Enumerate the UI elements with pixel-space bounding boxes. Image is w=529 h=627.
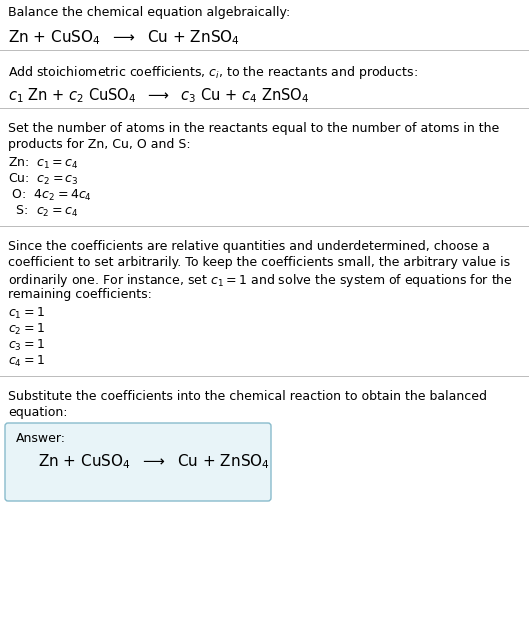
Text: coefficient to set arbitrarily. To keep the coefficients small, the arbitrary va: coefficient to set arbitrarily. To keep … bbox=[8, 256, 510, 269]
Text: Set the number of atoms in the reactants equal to the number of atoms in the: Set the number of atoms in the reactants… bbox=[8, 122, 499, 135]
Text: Add stoichiometric coefficients, $c_i$, to the reactants and products:: Add stoichiometric coefficients, $c_i$, … bbox=[8, 64, 418, 81]
Text: Zn + CuSO$_4$  $\longrightarrow$  Cu + ZnSO$_4$: Zn + CuSO$_4$ $\longrightarrow$ Cu + ZnS… bbox=[38, 452, 270, 471]
Text: Substitute the coefficients into the chemical reaction to obtain the balanced: Substitute the coefficients into the che… bbox=[8, 390, 487, 403]
Text: S:  $c_2 = c_4$: S: $c_2 = c_4$ bbox=[8, 204, 78, 219]
Text: Zn:  $c_1 = c_4$: Zn: $c_1 = c_4$ bbox=[8, 156, 79, 171]
Text: Answer:: Answer: bbox=[16, 432, 66, 445]
Text: $c_4 = 1$: $c_4 = 1$ bbox=[8, 354, 45, 369]
Text: remaining coefficients:: remaining coefficients: bbox=[8, 288, 152, 301]
Text: O:  $4 c_2 = 4 c_4$: O: $4 c_2 = 4 c_4$ bbox=[8, 188, 92, 203]
Text: Since the coefficients are relative quantities and underdetermined, choose a: Since the coefficients are relative quan… bbox=[8, 240, 490, 253]
FancyBboxPatch shape bbox=[5, 423, 271, 501]
Text: ordinarily one. For instance, set $c_1 = 1$ and solve the system of equations fo: ordinarily one. For instance, set $c_1 =… bbox=[8, 272, 513, 289]
Text: products for Zn, Cu, O and S:: products for Zn, Cu, O and S: bbox=[8, 138, 190, 151]
Text: $c_2 = 1$: $c_2 = 1$ bbox=[8, 322, 45, 337]
Text: $c_1$ Zn + $c_2$ CuSO$_4$  $\longrightarrow$  $c_3$ Cu + $c_4$ ZnSO$_4$: $c_1$ Zn + $c_2$ CuSO$_4$ $\longrightarr… bbox=[8, 86, 309, 105]
Text: Cu:  $c_2 = c_3$: Cu: $c_2 = c_3$ bbox=[8, 172, 79, 187]
Text: $c_1 = 1$: $c_1 = 1$ bbox=[8, 306, 45, 321]
Text: Balance the chemical equation algebraically:: Balance the chemical equation algebraica… bbox=[8, 6, 290, 19]
Text: Zn + CuSO$_4$  $\longrightarrow$  Cu + ZnSO$_4$: Zn + CuSO$_4$ $\longrightarrow$ Cu + ZnS… bbox=[8, 28, 240, 46]
Text: equation:: equation: bbox=[8, 406, 68, 419]
Text: $c_3 = 1$: $c_3 = 1$ bbox=[8, 338, 45, 353]
